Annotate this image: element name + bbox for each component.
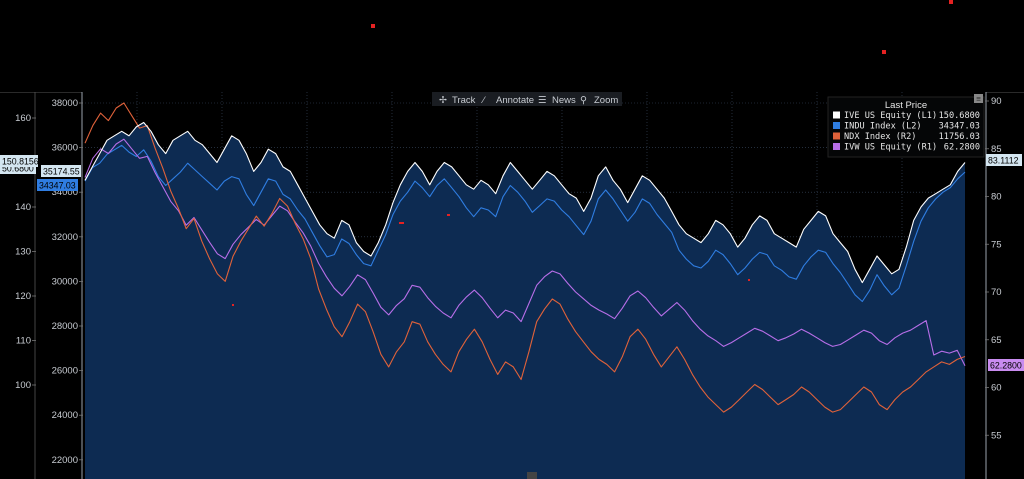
zoom-button[interactable]: ⚲ Zoom — [580, 95, 618, 106]
l2-tick-label: 34000 — [52, 187, 78, 198]
news-icon: ☰ — [538, 95, 547, 106]
legend-series-name: INDU Index (L2) — [844, 122, 922, 132]
l1-tick-label: 130 — [15, 247, 31, 258]
legend-swatch — [833, 143, 840, 150]
l2-tick-label: 38000 — [52, 98, 78, 109]
track-icon: ✢ — [439, 95, 447, 106]
l1-tick-label: 140 — [15, 202, 31, 213]
r1-tick-label: 60 — [991, 383, 1002, 394]
l2-tick-label: 36000 — [52, 143, 78, 154]
legend-series-name: NDX Index (R2) — [844, 132, 916, 142]
indu-line[interactable] — [84, 144, 966, 303]
axes: 1001101201301401501602200024000260002800… — [15, 92, 1002, 479]
ivw-line[interactable] — [84, 138, 966, 366]
scroll-handle[interactable] — [527, 472, 537, 479]
r1-tick-label: 90 — [991, 96, 1002, 107]
legend-item[interactable]: NDX Index (R2) 11756.03 — [833, 132, 980, 142]
news-label: News — [552, 95, 576, 106]
l2-tick-label: 32000 — [52, 232, 78, 243]
r1-tick-label: 85 — [991, 144, 1002, 155]
l1-tick-label: 100 — [15, 380, 31, 391]
red-marker — [882, 50, 886, 54]
legend-series-value: 62.2800 — [944, 143, 980, 153]
legend-swatch — [833, 122, 840, 129]
news-button[interactable]: ☰ News — [538, 95, 576, 106]
zoom-label: Zoom — [594, 95, 618, 106]
legend-menu-icon[interactable] — [974, 94, 983, 103]
red-marker — [949, 0, 953, 4]
legend-series-value: 150.6800 — [939, 111, 980, 121]
r1-tick-label: 65 — [991, 335, 1002, 346]
legend: Last Price IVE US Equity (L1) 150.6800IND… — [827, 96, 985, 158]
legend-series-name: IVE US Equity (L1) — [844, 111, 937, 121]
top-black-area — [0, 0, 1024, 82]
l2-tick-label: 24000 — [52, 410, 78, 421]
red-marker — [371, 24, 375, 28]
legend-series-value: 34347.03 — [939, 122, 980, 132]
l2-tick-label: 30000 — [52, 276, 78, 287]
red-marker — [232, 304, 234, 306]
legend-series-value: 11756.03 — [939, 132, 980, 142]
annotate-label: Annotate — [496, 95, 534, 106]
legend-item[interactable]: IVE US Equity (L1) 150.6800 — [833, 111, 980, 121]
annotate-button[interactable]: ⁄ Annotate — [481, 95, 534, 106]
svg-text:35174.55: 35174.55 — [43, 167, 80, 177]
ndx-line[interactable] — [84, 102, 966, 413]
red-marker — [748, 279, 750, 281]
indu-left-lower-tag: 34347.03 — [37, 179, 78, 191]
svg-text:34347.03: 34347.03 — [39, 181, 76, 191]
ive-left-tag: 150.8156 — [0, 155, 39, 167]
area-fill — [85, 122, 965, 479]
legend-swatch — [833, 111, 840, 119]
r-upper-tag: 83.1112 — [986, 154, 1022, 166]
l1-tick-label: 160 — [15, 113, 31, 124]
legend-title: Last Price — [885, 100, 927, 111]
red-marker — [447, 214, 450, 216]
r1-tick-label: 80 — [991, 192, 1002, 203]
legend-item[interactable]: INDU Index (L2) 34347.03 — [833, 122, 980, 132]
l2-tick-label: 26000 — [52, 366, 78, 377]
red-marker — [399, 222, 404, 224]
legend-series-name: IVW US Equity (R1) — [844, 143, 937, 153]
svg-text:83.1112: 83.1112 — [988, 156, 1019, 166]
ive-line[interactable] — [84, 121, 966, 284]
r1-tick-label: 75 — [991, 239, 1002, 250]
legend-menu-glyph: ≡ — [976, 95, 981, 104]
indu-left-upper-tag: 35174.55 — [41, 165, 81, 177]
ive-area — [85, 122, 965, 479]
track-button[interactable]: ✢ Track — [439, 95, 476, 106]
series-lines[interactable] — [84, 102, 966, 413]
svg-text:62.2800: 62.2800 — [990, 361, 1022, 371]
annotate-icon: ⁄ — [481, 95, 486, 106]
ivw-right-tag: 62.2800 — [988, 359, 1024, 371]
chart-toolbar: ✢ Track ⁄ Annotate ☰ News ⚲ Zoom — [432, 92, 622, 106]
l2-tick-label: 28000 — [52, 321, 78, 332]
track-label: Track — [452, 95, 476, 106]
svg-text:50.6800: 50.6800 — [2, 164, 34, 174]
l2-tick-label: 22000 — [52, 455, 78, 466]
l1-tick-label: 110 — [16, 336, 31, 347]
r1-tick-label: 55 — [991, 430, 1002, 441]
r1-tick-label: 70 — [991, 287, 1002, 298]
svg-text:150.8156: 150.8156 — [2, 157, 39, 167]
l1-tick-label: 120 — [15, 291, 31, 302]
legend-swatch — [833, 132, 840, 140]
legend-item[interactable]: IVW US Equity (R1) 62.2800 — [833, 143, 980, 153]
zoom-icon: ⚲ — [580, 95, 587, 106]
